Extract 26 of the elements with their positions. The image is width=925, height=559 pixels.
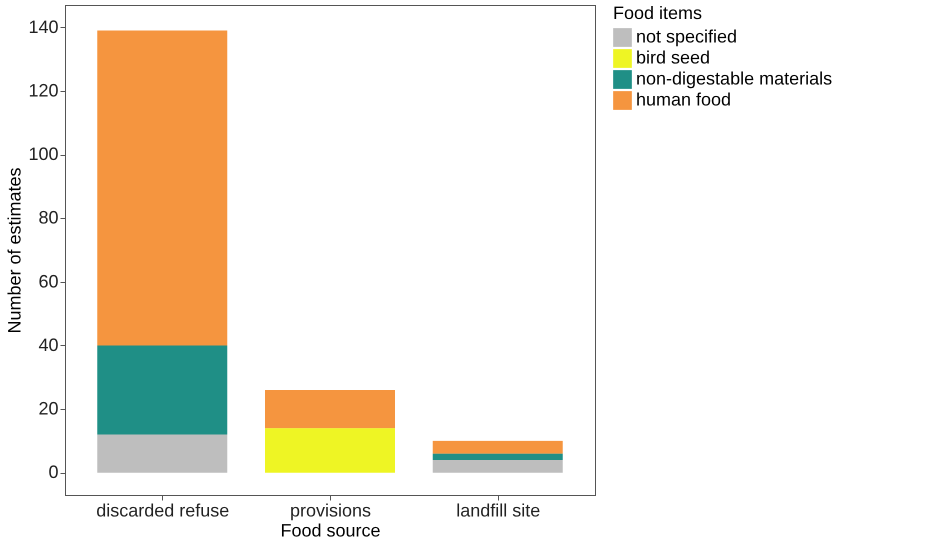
y-tick-label: 60 [38, 271, 58, 292]
y-tick-label: 40 [38, 334, 58, 355]
bar [432, 460, 563, 473]
legend-label: bird seed [636, 48, 710, 68]
y-tick-label: 80 [38, 208, 58, 228]
y-tick-label: 20 [38, 398, 58, 419]
bar [97, 434, 228, 473]
x-tick-label: landfill site [456, 500, 540, 520]
y-tick-label: 0 [48, 462, 58, 482]
y-tick-label: 140 [28, 16, 58, 37]
legend-title: Food items [613, 3, 702, 23]
bar [432, 454, 563, 460]
bar [97, 345, 228, 435]
bar [97, 30, 228, 346]
x-axis-title: Food source [280, 520, 381, 540]
bar [432, 440, 563, 454]
legend-label: human food [636, 90, 732, 110]
bar [265, 390, 395, 428]
y-tick-label: 100 [28, 144, 58, 164]
legend-label: not specified [636, 26, 738, 46]
x-tick-label: provisions [290, 500, 372, 520]
y-axis-title: Number of estimates [4, 167, 24, 334]
bar [265, 428, 395, 473]
legend-label: non-digestable materials [636, 68, 832, 88]
x-tick-label: discarded refuse [96, 500, 230, 520]
y-tick-label: 120 [28, 80, 58, 100]
